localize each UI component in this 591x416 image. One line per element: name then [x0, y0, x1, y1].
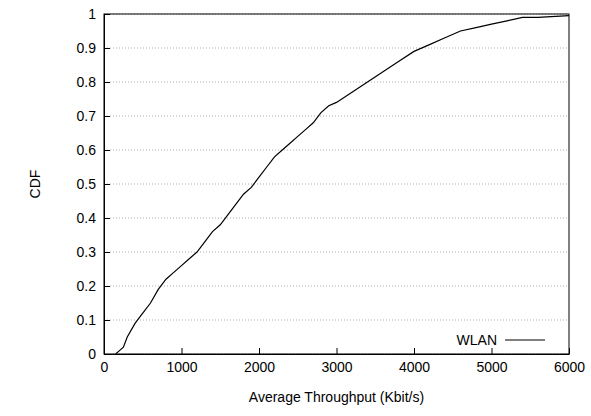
tick-label: 0	[88, 346, 96, 362]
tick: 0.8	[77, 74, 110, 90]
tick-label: 0.7	[77, 108, 97, 124]
tick: 0.5	[77, 176, 110, 192]
tick-label: 3000	[321, 359, 352, 375]
tick: 0.7	[77, 108, 110, 124]
tick-mark	[492, 348, 493, 354]
tick-mark	[104, 286, 110, 287]
tick-label: 0.9	[77, 40, 97, 56]
grid-line	[104, 184, 569, 185]
tick-mark	[337, 348, 338, 354]
y-axis: 0 0.1 0.2 0.3 0.4 0.5 0.6 0.7 0.8 0.9 1	[77, 6, 110, 362]
tick: 4000	[399, 348, 430, 375]
grid-line	[104, 150, 569, 151]
tick-mark	[414, 348, 415, 354]
plot-area: 0 1000 2000 3000 4000 5000 6000 0 0.1 0.2 0.3 0.4 0.…	[77, 6, 586, 375]
tick-mark	[104, 218, 110, 219]
grid-line	[104, 218, 569, 219]
tick-label: 0.1	[77, 312, 97, 328]
series-group	[116, 16, 569, 354]
tick-mark	[182, 348, 183, 354]
tick: 0.9	[77, 40, 110, 56]
tick-label: 0.5	[77, 176, 97, 192]
x-axis: 0 1000 2000 3000 4000 5000 6000	[101, 348, 586, 375]
tick-label: 0.8	[77, 74, 97, 90]
legend-label: WLAN	[457, 332, 497, 348]
tick: 0.2	[77, 278, 110, 294]
legend: WLAN	[457, 332, 545, 348]
tick: 5000	[476, 348, 507, 375]
tick: 0.1	[77, 312, 110, 328]
tick-label: 0.6	[77, 142, 97, 158]
tick: 0.4	[77, 210, 110, 226]
legend-swatch	[505, 339, 545, 340]
tick-label: 1000	[166, 359, 197, 375]
tick-label: 5000	[476, 359, 507, 375]
tick-label: 0.3	[77, 244, 97, 260]
grid-line	[104, 252, 569, 253]
tick: 0.6	[77, 142, 110, 158]
tick-label: 0	[101, 359, 109, 375]
line	[116, 16, 569, 354]
tick-label: 6000	[554, 359, 585, 375]
tick-label: 2000	[244, 359, 275, 375]
plot-frame	[104, 14, 569, 354]
grid	[104, 14, 569, 354]
grid-line	[104, 48, 569, 49]
x-axis-title: Average Throughput (Kbit/s)	[249, 389, 424, 405]
tick-mark	[104, 48, 110, 49]
tick-mark	[104, 184, 110, 185]
grid-line	[104, 286, 569, 287]
tick: 1000	[166, 348, 197, 375]
chart: 0 1000 2000 3000 4000 5000 6000 0 0.1 0.2 0.3 0.4 0.…	[0, 0, 591, 416]
tick-mark	[259, 348, 260, 354]
tick-mark	[104, 116, 110, 117]
tick: 2000	[244, 348, 275, 375]
tick-label: 0.4	[77, 210, 97, 226]
tick: 6000	[554, 348, 585, 375]
tick: 3000	[321, 348, 352, 375]
tick-label: 0.2	[77, 278, 97, 294]
tick-label: 4000	[399, 359, 430, 375]
tick-mark	[104, 320, 110, 321]
tick-mark	[104, 82, 110, 83]
tick: 0.3	[77, 244, 110, 260]
tick-mark	[104, 252, 110, 253]
y-axis-title: CDF	[27, 170, 43, 199]
tick-label: 1	[88, 6, 96, 22]
grid-line	[104, 82, 569, 83]
grid-line	[104, 116, 569, 117]
grid-line	[104, 320, 569, 321]
tick-mark	[104, 150, 110, 151]
